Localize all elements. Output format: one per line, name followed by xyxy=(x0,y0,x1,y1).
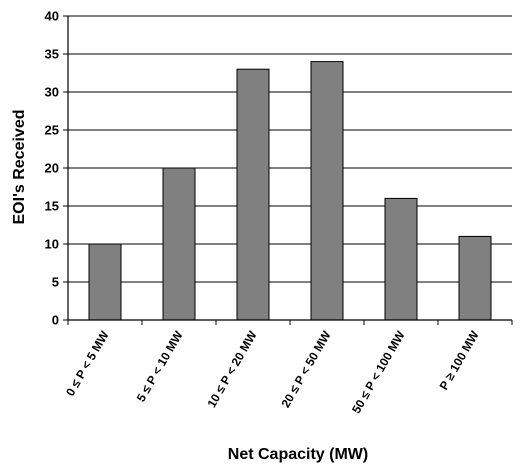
x-tick-label: 20 ≤ P < 50 MW xyxy=(278,328,333,410)
bar xyxy=(384,197,418,321)
bar xyxy=(88,243,122,321)
y-tick-label: 0 xyxy=(52,313,59,328)
y-tick-label: 15 xyxy=(45,199,59,214)
bars xyxy=(88,61,492,321)
y-tick-label: 25 xyxy=(45,123,59,138)
bar xyxy=(310,61,344,321)
bar xyxy=(458,235,492,321)
y-tick-label: 40 xyxy=(45,9,59,24)
bar xyxy=(236,68,270,321)
y-tick-label: 5 xyxy=(52,275,59,290)
y-tick-labels: 0 5 10 15 20 25 30 35 40 xyxy=(45,9,59,328)
grid-lines xyxy=(68,15,512,283)
x-tick-label: 50 ≤ P < 100 MW xyxy=(349,328,408,416)
x-tick-label: 0 ≤ P < 5 MW xyxy=(63,328,112,399)
x-tick-label: 10 ≤ P < 20 MW xyxy=(204,328,259,410)
y-tick-label: 20 xyxy=(45,161,59,176)
x-tick-label: 5 ≤ P < 10 MW xyxy=(134,328,186,404)
x-axis-title: Net Capacity (MW) xyxy=(228,446,368,463)
y-tick-label: 35 xyxy=(45,47,59,62)
x-category-labels: 0 ≤ P < 5 MW 5 ≤ P < 10 MW 10 ≤ P < 20 MW 2… xyxy=(63,328,482,416)
y-axis-title: EOI's Received xyxy=(11,110,28,225)
x-tick-label: P ≥ 100 MW xyxy=(437,328,482,392)
y-tick-label: 30 xyxy=(45,85,59,100)
bar xyxy=(162,167,196,321)
y-tick-label: 10 xyxy=(45,237,59,252)
axes xyxy=(63,15,513,325)
